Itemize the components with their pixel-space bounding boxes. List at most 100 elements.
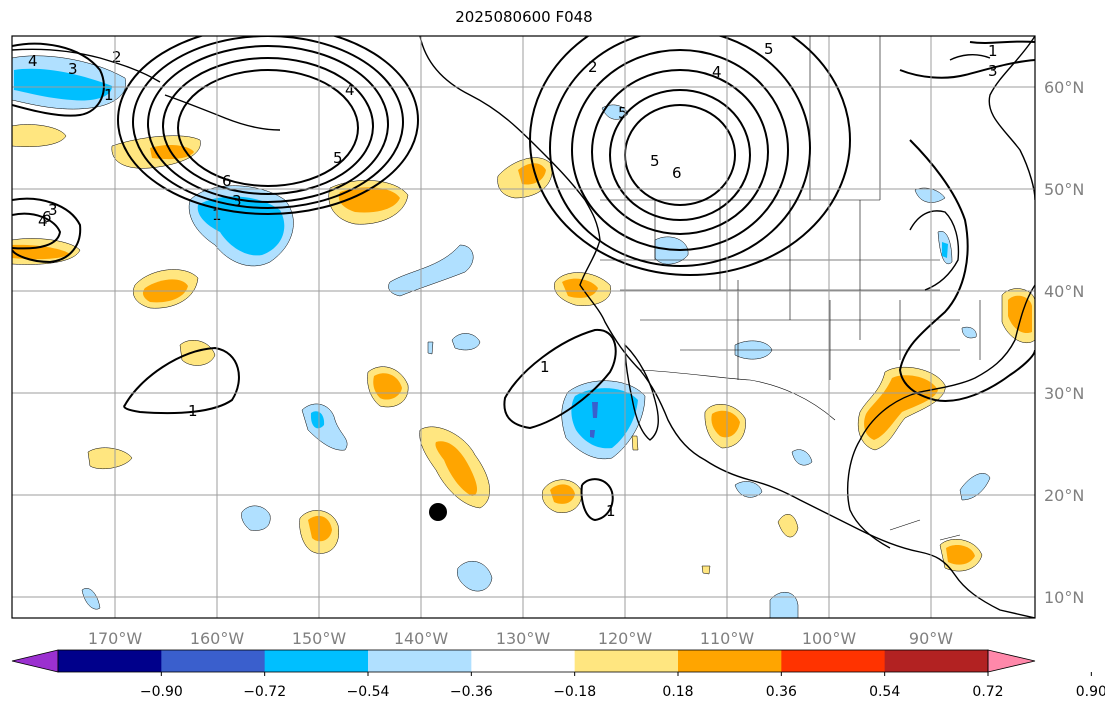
latitude-labels: 60°N 50°N 40°N 30°N 20°N 10°N xyxy=(1044,78,1084,607)
colorbar-segment xyxy=(781,650,886,672)
lat-label: 20°N xyxy=(1044,486,1084,505)
contour-label: 6 xyxy=(672,164,682,182)
colorbar-segment xyxy=(678,650,782,672)
lon-label: 170°W xyxy=(88,629,143,648)
contour-labels: 4 3 2 1 6 5 4 3 1 6 4 3 1 2 4 5 5 6 3 1 … xyxy=(28,40,998,520)
contour-label: 3 xyxy=(988,62,998,80)
colorbar-tick-label: −0.36 xyxy=(450,684,493,700)
neg-anomaly-small-18 xyxy=(427,341,434,355)
pos-anomaly-6 xyxy=(179,340,216,366)
colorbar-segment xyxy=(264,650,369,672)
contour-label: 4 xyxy=(38,212,48,230)
neg-anomaly-small-7 xyxy=(601,104,629,120)
pos-anomaly-12-core xyxy=(562,278,598,298)
lon-label: 150°W xyxy=(292,629,347,648)
neg-anomaly-west-pacific-core xyxy=(197,196,285,256)
colorbar-tick-label: −0.18 xyxy=(553,684,596,700)
colorbar-extend-max xyxy=(987,649,1036,673)
pos-anomaly-19 xyxy=(631,435,639,451)
colorbar-tick-label: 0.36 xyxy=(766,684,797,700)
neg-anomaly-baja-core xyxy=(571,388,638,449)
neg-anomaly-small-17 xyxy=(961,326,977,339)
pos-anomaly-10 xyxy=(87,447,133,469)
neg-anomaly-small-5 xyxy=(457,560,493,592)
colorbar-tick-label: 0.54 xyxy=(869,684,900,700)
neg-anomaly-small-4 xyxy=(241,505,271,531)
contour-label: 6 xyxy=(222,172,232,190)
colorbar-segment xyxy=(471,650,576,672)
neg-anomaly-gulf-alaska-core xyxy=(14,68,112,101)
lat-label: 10°N xyxy=(1044,588,1084,607)
gridlines xyxy=(12,36,1035,618)
neg-anomaly-small-3 xyxy=(451,333,481,351)
colorbar-outline xyxy=(57,649,989,673)
colorbar-tick-label: −0.54 xyxy=(347,684,390,700)
contour-label: 1 xyxy=(104,86,114,104)
neg-anomaly-small-10 xyxy=(791,449,813,466)
contour-label: 1 xyxy=(988,42,998,60)
colorbar-segment xyxy=(884,650,989,672)
colorbar-segment xyxy=(161,650,266,672)
map-title: 2025080600 F048 xyxy=(455,8,593,26)
pos-anomaly-8-core xyxy=(435,441,478,496)
contour-label: 4 xyxy=(345,81,355,99)
colorbar-tick-label: 0.72 xyxy=(972,684,1003,700)
lon-label: 100°W xyxy=(802,629,857,648)
lon-label: 160°W xyxy=(190,629,245,648)
lat-label: 50°N xyxy=(1044,180,1084,199)
lat-label: 30°N xyxy=(1044,384,1084,403)
colorbar-tick-label: 0.18 xyxy=(662,684,693,700)
lat-label: 60°N xyxy=(1044,78,1084,97)
contour-label: 1 xyxy=(188,402,198,420)
pos-anomaly-9-core xyxy=(308,515,332,542)
neg-anomaly-small-16 xyxy=(914,187,946,203)
contour-label: 5 xyxy=(618,104,628,122)
longitude-labels: 170°W 160°W 150°W 140°W 130°W 120°W 110°… xyxy=(88,629,953,648)
lon-label: 110°W xyxy=(700,629,755,648)
colorbar-tick-labels: −0.90 −0.72 −0.54 −0.36 −0.18 0.18 0.36 0.54 0.7… xyxy=(140,672,1105,700)
colorbar-segment xyxy=(574,650,679,672)
pos-anomaly-11-core xyxy=(518,163,546,185)
pos-anomaly-1 xyxy=(12,124,67,147)
lon-label: 140°W xyxy=(394,629,449,648)
pos-anomaly-14-core xyxy=(711,410,740,438)
contour-label: 2 xyxy=(112,48,122,66)
pos-anomaly-16-core xyxy=(1008,295,1032,334)
contour-label: 1 xyxy=(540,358,550,376)
lon-label: 120°W xyxy=(598,629,653,648)
colorbar-segment xyxy=(58,650,162,672)
pos-anomaly-18 xyxy=(777,514,799,538)
neg-anomaly-small-2 xyxy=(388,244,474,297)
neg-anomaly-small-11 xyxy=(959,473,991,501)
neg-anomaly-small-6 xyxy=(81,588,101,610)
map-content: 4 3 2 1 6 5 4 3 1 6 4 3 1 2 4 5 5 6 3 1 … xyxy=(12,36,1035,618)
contour-label: 5 xyxy=(650,152,660,170)
contour-label: 3 xyxy=(68,60,78,78)
neg-anomaly-small-12 xyxy=(769,592,799,618)
contour-label: 3 xyxy=(48,201,58,219)
contour-label: 4 xyxy=(712,63,722,81)
colorbar-segments xyxy=(58,650,989,672)
contour-label: 6 xyxy=(42,208,52,226)
colorbar-segment xyxy=(368,650,472,672)
neg-anomaly-small-1-core xyxy=(310,411,325,429)
lon-label: 90°W xyxy=(909,629,953,648)
pos-anomaly-20 xyxy=(701,565,711,575)
neg-anomaly-small-9 xyxy=(734,481,763,498)
colorbar-tick-label: −0.72 xyxy=(243,684,286,700)
pos-anomaly-17-core xyxy=(946,544,975,565)
contour-label: 1 xyxy=(606,502,616,520)
contour-label: 5 xyxy=(764,40,774,58)
colorbar-extend-min xyxy=(11,649,59,673)
location-marker-dot xyxy=(429,503,447,521)
neg-anomaly-small-14 xyxy=(942,242,948,258)
contour-label: 4 xyxy=(28,52,38,70)
pos-anomaly-4-core xyxy=(338,187,400,213)
contour-label: 5 xyxy=(333,149,343,167)
colorbar: −0.90 −0.72 −0.54 −0.36 −0.18 0.18 0.36 0.54 0.7… xyxy=(11,649,1105,700)
contour-label: 2 xyxy=(588,58,598,76)
pos-anomaly-13-core xyxy=(550,484,575,504)
contour-label: 3 xyxy=(232,192,242,210)
colorbar-tick-label: −0.90 xyxy=(140,684,183,700)
